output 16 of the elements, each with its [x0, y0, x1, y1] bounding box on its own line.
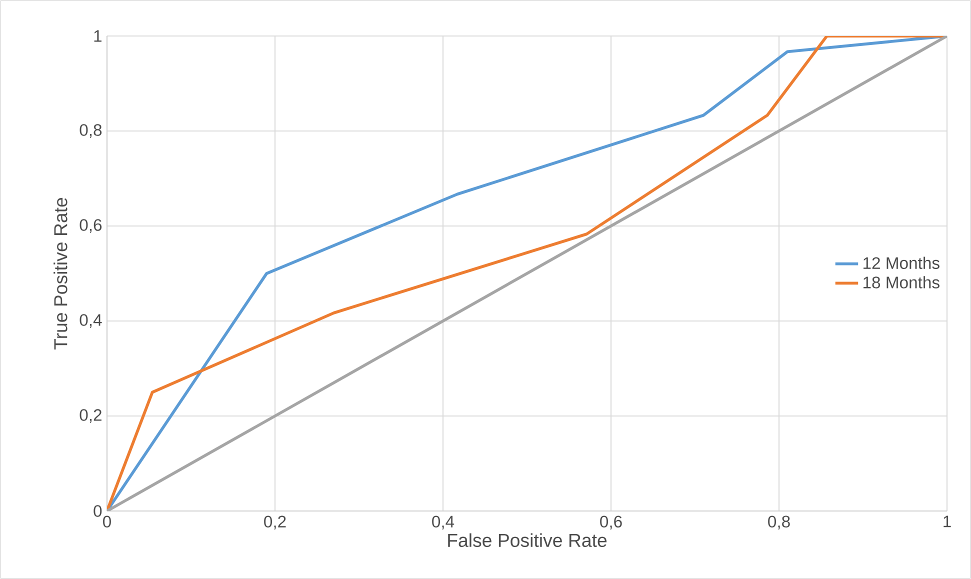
y-tick-label: 0,8 [80, 124, 102, 138]
y-tick-label: 0,6 [80, 219, 102, 233]
x-tick-label: 0,2 [264, 516, 286, 530]
y-tick-label: 0,2 [80, 409, 102, 423]
legend-label: 12 Months [864, 256, 940, 269]
x-tick-label: 0 [103, 516, 111, 528]
x-tick-label: 0,6 [600, 516, 622, 530]
x-axis-title: False Positive Rate [448, 533, 607, 548]
y-axis-title: True Positive Rate [54, 198, 68, 350]
y-tick-label: 1 [94, 30, 102, 42]
x-tick-label: 0,4 [432, 516, 454, 530]
x-tick-label: 1 [944, 516, 951, 528]
y-tick-label: 0 [94, 505, 102, 517]
legend-label: 18 Months [864, 276, 940, 288]
y-tick-label: 0,4 [80, 314, 102, 328]
x-tick-label: 0,8 [768, 516, 790, 530]
